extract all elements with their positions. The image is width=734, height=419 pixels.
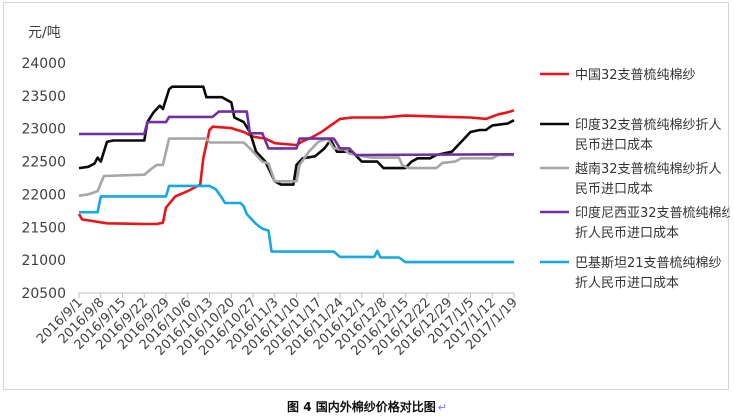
- y-tick-label: 21000: [21, 253, 66, 269]
- y-tick-label: 22500: [21, 155, 66, 171]
- y-tick-label: 22000: [21, 187, 66, 203]
- series-line-3: [79, 110, 515, 157]
- legend-label-line: 折人民币进口成本: [575, 226, 679, 241]
- legend-label-2: 越南32支普梳纯棉纱折人民币进口成本: [575, 161, 722, 197]
- legend-label-line: 印度尼西亚32支普梳纯棉纱: [575, 205, 730, 221]
- series-line-2: [78, 137, 514, 197]
- legend-label-line: 折人民币进口成本: [575, 276, 679, 291]
- y-tick-label: 20500: [21, 286, 66, 302]
- figure-caption: 图 4 国内外棉纱价格对比图 ↵: [0, 398, 734, 415]
- series-line-4: [79, 184, 514, 264]
- legend: 中国32支普梳纯棉纱印度32支普梳纯棉纱折人民币进口成本越南32支普梳纯棉纱折人…: [540, 68, 730, 291]
- unit-label: 元/吨: [28, 25, 61, 41]
- legend-label-line: 越南32支普梳纯棉纱折人: [575, 161, 722, 177]
- series-line-1: [78, 85, 515, 186]
- legend-label-line: 巴基斯坦21支普梳纯棉纱: [575, 256, 722, 271]
- chart-frame: 元/吨 20500 21000 21500 22000 22500 23000 23500 2…: [3, 2, 730, 390]
- legend-label-0: 中国32支普梳纯棉纱: [575, 68, 696, 83]
- price-comparison-chart: 元/吨 205002100021500220002250023000235002…: [21, 25, 730, 359]
- y-tick-label: 23000: [21, 122, 66, 138]
- y-axis: 20500 21000 21500 22000 22500 23000 23500 24000: [21, 56, 66, 302]
- paragraph-mark: ↵: [437, 401, 447, 414]
- y-tick-label: 23500: [21, 89, 66, 105]
- legend-label-4: 巴基斯坦21支普梳纯棉纱折人民币进口成本: [575, 256, 722, 291]
- legend-label-line: 民币进口成本: [575, 138, 653, 153]
- y-tick-label: 24000: [21, 56, 66, 72]
- legend-label-line: 中国32支普梳纯棉纱: [575, 68, 696, 83]
- legend-label-1: 印度32支普梳纯棉纱折人民币进口成本: [575, 117, 722, 153]
- legend-label-line: 印度32支普梳纯棉纱折人: [575, 117, 722, 133]
- legend-label-3: 印度尼西亚32支普梳纯棉纱折人民币进口成本: [575, 205, 730, 241]
- legend-label-line: 民币进口成本: [575, 182, 653, 197]
- y-tick-label: 21500: [21, 220, 66, 236]
- caption-text: 图 4 国内外棉纱价格对比图: [287, 400, 436, 414]
- x-axis: 2016/9/12016/9/82016/9/152016/9/222016/9…: [34, 292, 521, 359]
- series-lines: [77, 85, 515, 264]
